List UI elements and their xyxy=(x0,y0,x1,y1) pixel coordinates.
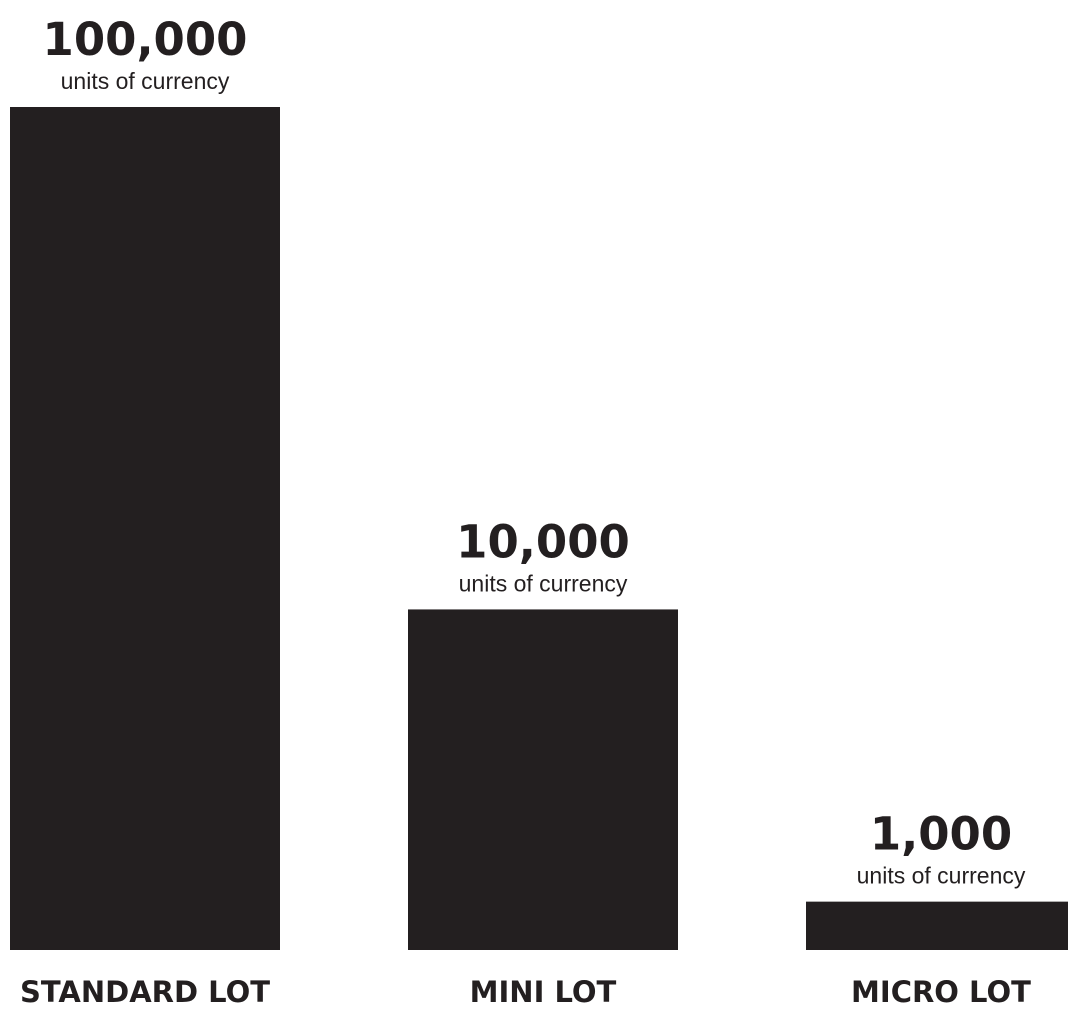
unit-label-standard-lot: units of currency xyxy=(61,68,230,94)
value-label-micro-lot: 1,000 xyxy=(870,808,1012,861)
bar-standard-lot xyxy=(10,107,280,950)
bar-mini-lot xyxy=(408,609,678,950)
unit-label-mini-lot: units of currency xyxy=(459,570,628,596)
category-label-micro-lot: MICRO LOT xyxy=(851,975,1031,1009)
value-label-mini-lot: 10,000 xyxy=(456,515,630,568)
bar-micro-lot xyxy=(806,901,1068,950)
category-label-standard-lot: STANDARD LOT xyxy=(20,975,270,1009)
category-label-mini-lot: MINI LOT xyxy=(470,975,617,1009)
unit-label-micro-lot: units of currency xyxy=(857,863,1026,889)
value-label-standard-lot: 100,000 xyxy=(43,13,248,66)
